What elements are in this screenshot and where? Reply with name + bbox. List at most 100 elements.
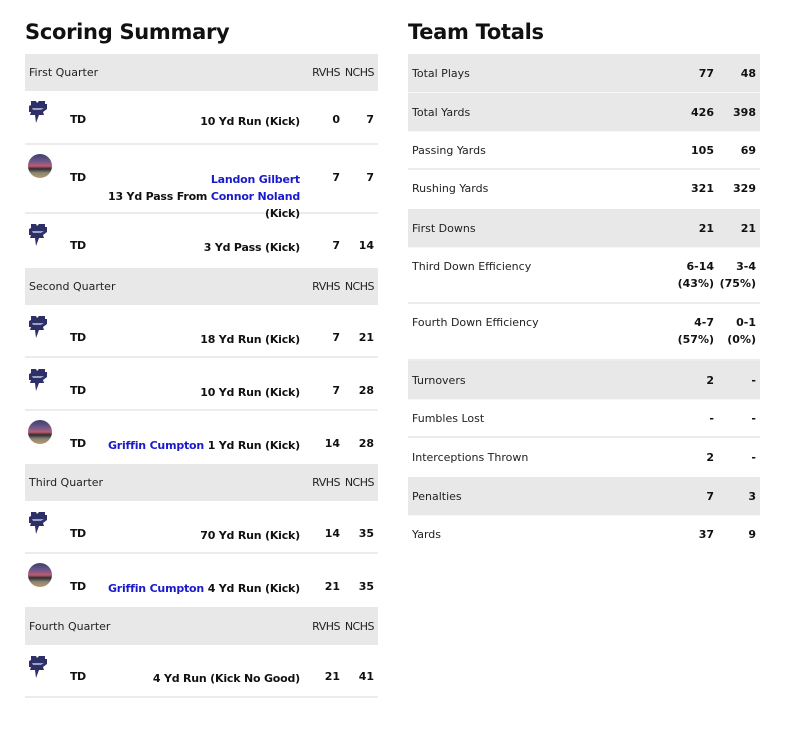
col-nchs: NCHS (344, 476, 375, 489)
quarter-header-second: Second Quarter RVHS NCHS (25, 268, 378, 305)
play-text: 13 Yd Pass From (104, 190, 211, 203)
quarter-header-first: First Quarter RVHS NCHS (25, 54, 378, 91)
stat-label: Third Down Efficiency (412, 260, 532, 273)
stat-rvhs-pct: (57%) (677, 333, 714, 346)
score-nchs: 21 (358, 331, 374, 344)
score-rvhs: 7 (332, 331, 340, 344)
stat-rvhs: - (709, 412, 714, 425)
quarter-header-fourth: Fourth Quarter RVHS NCHS (25, 607, 378, 645)
play-type: TD (70, 580, 86, 593)
col-nchs: NCHS (344, 280, 375, 293)
player-link-landon-gilbert[interactable]: Landon Gilbert (210, 173, 300, 186)
stat-label: Fumbles Lost (412, 412, 485, 425)
stat-label: Total Plays (412, 67, 470, 80)
stat-rvhs-ratio: 6-14 (686, 260, 714, 273)
stat-row-interceptions-thrown: Interceptions Thrown 2 - (408, 438, 760, 477)
scoring-summary-panel: Scoring Summary First Quarter RVHS NCHS … (25, 0, 378, 698)
stat-nchs: 329 (733, 182, 756, 195)
play-description: 3 Yd Pass (Kick) (203, 241, 300, 254)
stat-rvhs: 2 (706, 451, 714, 464)
quarter-name: Fourth Quarter (29, 619, 111, 633)
play-description: Griffin Cumpton 1 Yd Run (Kick) (29, 437, 300, 454)
col-rvhs: RVHS (312, 619, 340, 633)
stat-nchs: 9 (748, 528, 756, 541)
score-nchs: 28 (358, 437, 374, 450)
stat-rvhs: 2 (706, 374, 714, 387)
stat-nchs: - (751, 451, 756, 464)
score-rvhs: 7 (332, 171, 340, 184)
score-nchs: 14 (358, 239, 374, 252)
stat-rvhs-ratio: 4-7 (694, 316, 714, 329)
player-link-connor-noland[interactable]: Connor Noland (210, 190, 300, 203)
stat-label: Fourth Down Efficiency (412, 316, 539, 329)
col-nchs: NCHS (344, 66, 375, 79)
play-type: TD (70, 113, 86, 126)
stat-rvhs: 7 (706, 490, 714, 503)
player-link-griffin-cumpton[interactable]: Griffin Cumpton (107, 439, 205, 452)
play-type: TD (70, 239, 86, 252)
team-totals-panel: Team Totals Total Plays 77 48 Total Yard… (408, 0, 760, 554)
play-description: 18 Yd Run (Kick) (200, 333, 300, 346)
stat-row-passing-yards: Passing Yards 105 69 (408, 132, 760, 170)
score-nchs: 41 (358, 670, 374, 683)
stat-rvhs: 426 (691, 106, 714, 119)
stat-nchs: - (751, 374, 756, 387)
stat-row-penalties: Penalties 7 3 (408, 477, 760, 516)
play-description: 10 Yd Run (Kick) (200, 386, 300, 399)
rvhs-avatar-icon (28, 563, 52, 587)
score-rvhs: 14 (324, 437, 340, 450)
stat-nchs: - (751, 412, 756, 425)
col-nchs: NCHS (344, 619, 375, 633)
stat-label: Interceptions Thrown (412, 451, 529, 464)
score-nchs: 7 (366, 113, 374, 126)
col-rvhs: RVHS (312, 280, 340, 293)
nchs-logo-icon (28, 314, 52, 338)
stat-rvhs: 105 (691, 144, 714, 157)
play-text: 1 Yd Run (Kick) (204, 439, 301, 452)
scoring-summary-title: Scoring Summary (25, 20, 230, 44)
quarter-name: Third Quarter (29, 476, 104, 489)
scoring-play-row: TD 70 Yd Run (Kick) 14 35 (25, 501, 378, 554)
nchs-logo-icon (28, 99, 52, 123)
stat-rvhs: 37 (698, 528, 714, 541)
play-description: 4 Yd Run (Kick No Good) (152, 672, 300, 685)
play-type: TD (70, 437, 86, 450)
play-description: 10 Yd Run (Kick) (200, 115, 300, 128)
play-type: TD (70, 171, 86, 184)
score-nchs: 35 (358, 527, 374, 540)
stat-label: Penalties (412, 490, 462, 503)
quarter-header-third: Third Quarter RVHS NCHS (25, 464, 378, 501)
stat-row-penalty-yards: Yards 37 9 (408, 516, 760, 554)
score-nchs: 35 (358, 580, 374, 593)
col-rvhs: RVHS (312, 66, 340, 79)
score-rvhs: 21 (324, 670, 340, 683)
stat-row-third-down-efficiency: Third Down Efficiency 6-14 (43%) 3-4 (75… (408, 248, 760, 304)
stat-row-first-downs: First Downs 21 21 (408, 209, 760, 248)
stat-nchs-pct: (0%) (727, 333, 756, 346)
stat-nchs: 3-4 (75%) (714, 258, 756, 292)
score-nchs: 7 (366, 171, 374, 184)
stat-label: Total Yards (412, 106, 471, 119)
stat-rvhs-pct: (43%) (677, 277, 714, 290)
scoring-play-row: TD Landon Gilbert 13 Yd Pass From Connor… (25, 145, 378, 220)
nchs-logo-icon (28, 367, 52, 391)
stat-label: Yards (412, 528, 441, 541)
stat-row-total-yards: Total Yards 426 398 (408, 93, 760, 132)
play-description: 70 Yd Run (Kick) (200, 529, 300, 542)
stat-nchs: 398 (733, 106, 756, 119)
col-rvhs: RVHS (312, 476, 340, 489)
scoring-play-row: TD Griffin Cumpton 4 Yd Run (Kick) 21 35 (25, 554, 378, 607)
stat-nchs: 69 (740, 144, 756, 157)
stat-rvhs: 6-14 (43%) (666, 258, 714, 292)
stat-rvhs: 4-7 (57%) (666, 314, 714, 348)
play-text: (Kick) (261, 207, 300, 220)
quarter-name: First Quarter (29, 66, 99, 79)
stat-row-turnovers: Turnovers 2 - (408, 361, 760, 400)
stat-label: Turnovers (412, 374, 466, 387)
quarter-name: Second Quarter (29, 280, 116, 293)
stat-rvhs: 321 (691, 182, 714, 195)
scoring-play-row: TD 18 Yd Run (Kick) 7 21 (25, 305, 378, 358)
scoring-play-row: TD 4 Yd Run (Kick No Good) 21 41 (25, 645, 378, 698)
stat-label: Rushing Yards (412, 182, 489, 195)
player-link-griffin-cumpton[interactable]: Griffin Cumpton (107, 582, 205, 595)
